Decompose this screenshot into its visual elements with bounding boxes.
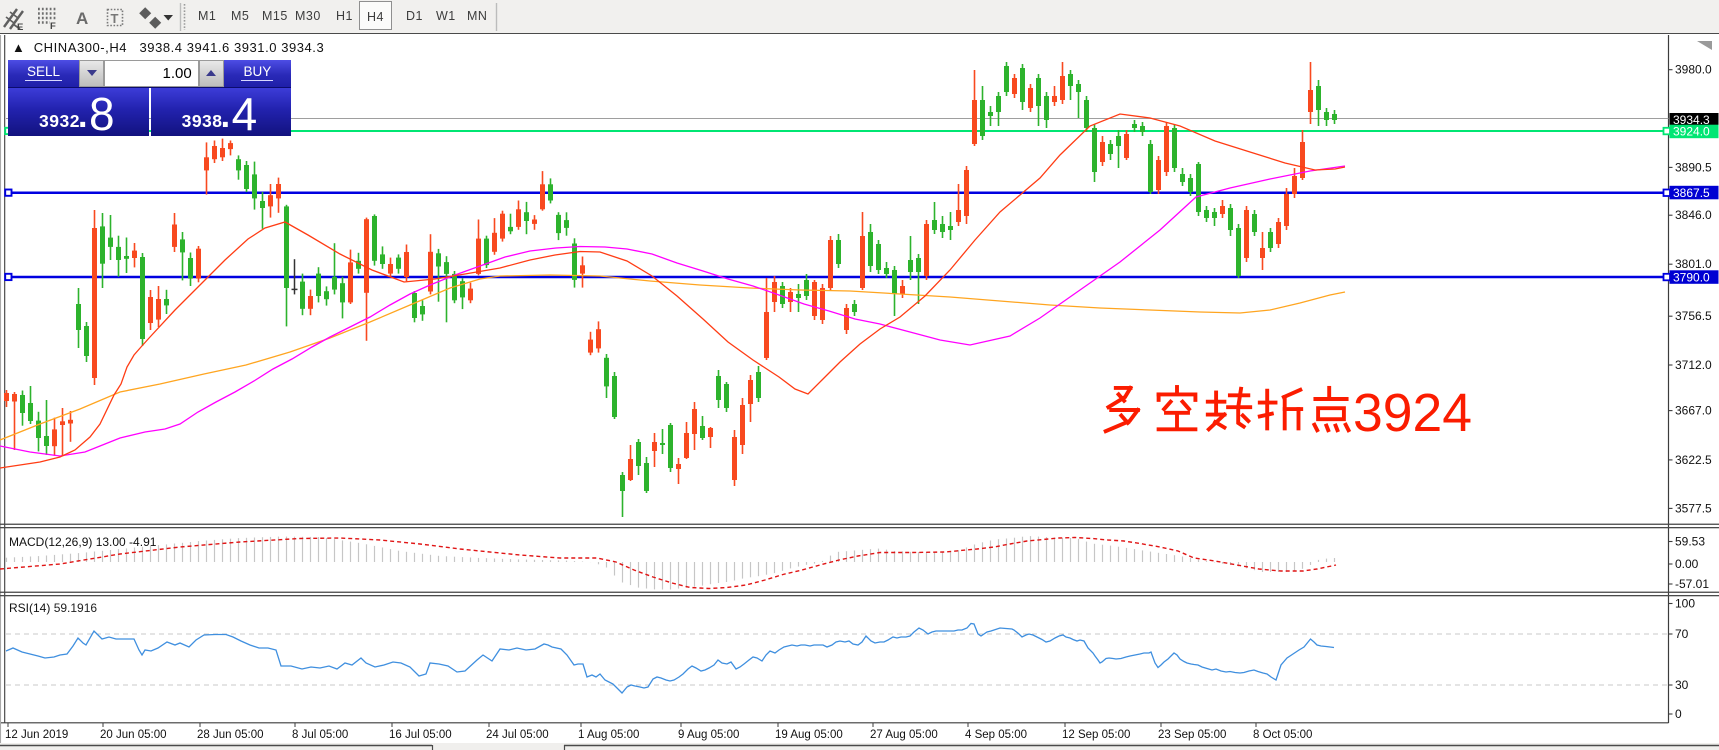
svg-text:8 Oct 05:00: 8 Oct 05:00 (1253, 729, 1312, 741)
svg-text:9 Aug 05:00: 9 Aug 05:00 (678, 729, 739, 741)
svg-text:3577.5: 3577.5 (1675, 501, 1712, 515)
svg-text:E: E (17, 22, 23, 33)
svg-text:30: 30 (1675, 678, 1689, 692)
svg-text:0.00: 0.00 (1675, 557, 1699, 571)
svg-text:3846.0: 3846.0 (1675, 208, 1712, 222)
svg-text:F: F (50, 21, 56, 32)
svg-text:28 Jun 05:00: 28 Jun 05:00 (197, 729, 264, 741)
svg-text:3667.0: 3667.0 (1675, 404, 1712, 418)
svg-text:16 Jul 05:00: 16 Jul 05:00 (389, 729, 452, 741)
svg-text:3934.3: 3934.3 (1673, 113, 1710, 127)
svg-text:12 Sep 05:00: 12 Sep 05:00 (1062, 729, 1130, 741)
svg-text:3890.5: 3890.5 (1675, 160, 1712, 174)
svg-text:8 Jul 05:00: 8 Jul 05:00 (292, 729, 348, 741)
svg-text:3790.0: 3790.0 (1673, 270, 1710, 284)
svg-text:3622.5: 3622.5 (1675, 453, 1712, 467)
svg-text:3924.0: 3924.0 (1673, 125, 1710, 139)
svg-text:100: 100 (1675, 597, 1695, 611)
svg-text:3924: 3924 (1353, 384, 1472, 443)
svg-text:3867.5: 3867.5 (1673, 186, 1710, 200)
svg-text:23 Sep 05:00: 23 Sep 05:00 (1158, 729, 1226, 741)
svg-text:24 Jul 05:00: 24 Jul 05:00 (486, 729, 549, 741)
svg-text:RSI(14) 59.1916: RSI(14) 59.1916 (9, 601, 97, 615)
svg-text:1 Aug 05:00: 1 Aug 05:00 (578, 729, 639, 741)
svg-text:27 Aug 05:00: 27 Aug 05:00 (870, 729, 938, 741)
svg-text:T: T (111, 11, 119, 26)
svg-text:3756.5: 3756.5 (1675, 309, 1712, 323)
svg-text:59.53: 59.53 (1675, 535, 1705, 549)
svg-text:-57.01: -57.01 (1675, 577, 1709, 591)
svg-text:4 Sep 05:00: 4 Sep 05:00 (965, 729, 1027, 741)
svg-text:▲ CHINA300-,H4 3938.4 3941.: ▲ CHINA300-,H4 3938.4 3941.6 3931.0 3934… (12, 40, 324, 55)
svg-text:A: A (76, 9, 88, 28)
svg-text:3712.0: 3712.0 (1675, 358, 1712, 372)
svg-text:70: 70 (1675, 627, 1689, 641)
svg-text:MACD(12,26,9) 13.00 -4.91: MACD(12,26,9) 13.00 -4.91 (9, 535, 157, 549)
svg-text:3980.0: 3980.0 (1675, 63, 1712, 77)
svg-text:19 Aug 05:00: 19 Aug 05:00 (775, 729, 843, 741)
svg-text:3801.0: 3801.0 (1675, 257, 1712, 271)
svg-text:20 Jun 05:00: 20 Jun 05:00 (100, 729, 167, 741)
svg-text:0: 0 (1675, 707, 1682, 721)
svg-text:12 Jun 2019: 12 Jun 2019 (5, 729, 68, 741)
